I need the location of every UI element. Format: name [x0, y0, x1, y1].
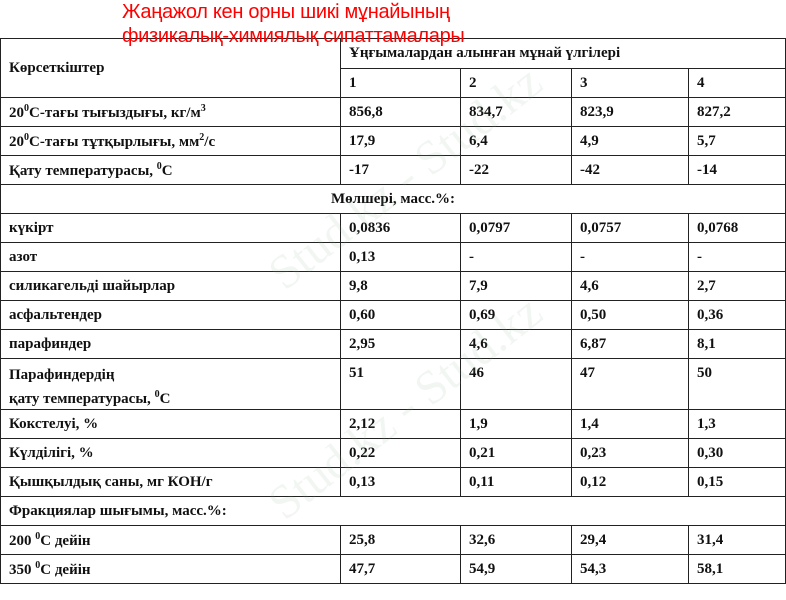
table-row: Парафиндердің қату температурасы, 0С 51 46… [0, 358, 786, 410]
cell: 51 [340, 358, 461, 410]
cell: - [460, 242, 572, 272]
section-header: Фракциялар шығымы, масс.%: [0, 496, 786, 526]
cell: -22 [460, 155, 572, 185]
cell: 0,69 [460, 300, 572, 330]
cell: 29,4 [571, 525, 689, 555]
cell: 7,9 [460, 271, 572, 301]
cell: 0,0768 [688, 213, 786, 243]
cell: 1,3 [688, 409, 786, 439]
cell: 31,4 [688, 525, 786, 555]
table-row: Күлділігі, % 0,22 0,21 0,23 0,30 [0, 438, 786, 468]
cell: 0,13 [340, 467, 461, 497]
header-samples: Ұңғымалардан алынған мұнай үлгілері [340, 38, 786, 69]
table-row: 200С-тағы тұтқырлығы, мм2/с 17,9 6,4 4,9 5,… [0, 126, 786, 156]
cell: 823,9 [571, 97, 689, 127]
slide-title: Жаңажол кен орны шикі мұнайының физикалы… [122, 0, 465, 48]
row-label: 200С-тағы тығыздығы, кг/м3 [0, 97, 341, 127]
table-row: 350 0С дейін 47,7 54,9 54,3 58,1 [0, 554, 786, 584]
header-indicators: Көрсеткіштер [0, 38, 341, 98]
table-row: Қату температурасы, 0С -17 -22 -42 -14 [0, 155, 786, 185]
row-label: силикагельді шайырлар [0, 271, 341, 301]
cell: 0,0757 [571, 213, 689, 243]
row-label: Күлділігі, % [0, 438, 341, 468]
cell: 17,9 [340, 126, 461, 156]
cell: 58,1 [688, 554, 786, 584]
cell: 54,9 [460, 554, 572, 584]
table-row: Қышқылдық саны, мг КОН/г 0,13 0,11 0,12 0,15 [0, 467, 786, 497]
title-line-1: Жаңажол кен орны шикі мұнайының [122, 1, 450, 23]
cell: 0,15 [688, 467, 786, 497]
row-label: 200 0С дейін [0, 525, 341, 555]
cell: - [688, 242, 786, 272]
cell: 9,8 [340, 271, 461, 301]
col-header: 4 [688, 68, 786, 98]
row-label: Қышқылдық саны, мг КОН/г [0, 467, 341, 497]
row-label: 350 0С дейін [0, 554, 341, 584]
cell: 0,36 [688, 300, 786, 330]
cell: 2,12 [340, 409, 461, 439]
row-label: парафиндер [0, 329, 341, 359]
cell: 25,8 [340, 525, 461, 555]
cell: 5,7 [688, 126, 786, 156]
row-label: Парафиндердің қату температурасы, 0С [0, 358, 341, 410]
cell: - [571, 242, 689, 272]
cell: 0,60 [340, 300, 461, 330]
cell: 4,9 [571, 126, 689, 156]
cell: 46 [460, 358, 572, 410]
row-label: азот [0, 242, 341, 272]
row-label: 200С-тағы тұтқырлығы, мм2/с [0, 126, 341, 156]
cell: 32,6 [460, 525, 572, 555]
cell: 2,95 [340, 329, 461, 359]
cell: -17 [340, 155, 461, 185]
col-header: 3 [571, 68, 689, 98]
cell: 47 [571, 358, 689, 410]
cell: 856,8 [340, 97, 461, 127]
cell: 50 [688, 358, 786, 410]
table-row: 200С-тағы тығыздығы, кг/м3 856,8 834,7 823… [0, 97, 786, 127]
cell: 0,13 [340, 242, 461, 272]
cell: 0,50 [571, 300, 689, 330]
table-row: 200 0С дейін 25,8 32,6 29,4 31,4 [0, 525, 786, 555]
cell: -14 [688, 155, 786, 185]
cell: 0,0797 [460, 213, 572, 243]
row-label: асфальтендер [0, 300, 341, 330]
section-header: Мөлшері, масс.%: [0, 184, 786, 214]
cell: 4,6 [460, 329, 572, 359]
cell: 6,87 [571, 329, 689, 359]
table-row: азот 0,13- - - [0, 242, 786, 272]
table-row: асфальтендер 0,60 0,69 0,50 0,36 [0, 300, 786, 330]
properties-table: Көрсеткіштер Ұңғымалардан алынған мұнай … [0, 38, 786, 584]
row-label: Кокстелуі, % [0, 409, 341, 439]
row-label: Қату температурасы, 0С [0, 155, 341, 185]
table-row: парафиндер 2,95 4,6 6,87 8,1 [0, 329, 786, 359]
col-header: 2 [460, 68, 572, 98]
cell: 1,9 [460, 409, 572, 439]
row-label: күкірт [0, 213, 341, 243]
cell: 47,7 [340, 554, 461, 584]
title-line-2: физикалық-химиялық сипаттамалары [122, 25, 465, 47]
cell: 4,6 [571, 271, 689, 301]
cell: 0,21 [460, 438, 572, 468]
cell: 54,3 [571, 554, 689, 584]
cell: 2,7 [688, 271, 786, 301]
cell: -42 [571, 155, 689, 185]
cell: 1,4 [571, 409, 689, 439]
cell: 0,30 [688, 438, 786, 468]
cell: 827,2 [688, 97, 786, 127]
cell: 834,7 [460, 97, 572, 127]
table-row: силикагельді шайырлар 9,8 7,9 4,6 2,7 [0, 271, 786, 301]
col-header: 1 [340, 68, 461, 98]
cell: 8,1 [688, 329, 786, 359]
table-row: күкірт 0,0836 0,0797 0,0757 0,0768 [0, 213, 786, 243]
cell: 6,4 [460, 126, 572, 156]
table-row: Кокстелуі, % 2,12 1,9 1,4 1,3 [0, 409, 786, 439]
cell: 0,22 [340, 438, 461, 468]
cell: 0,23 [571, 438, 689, 468]
cell: 0,11 [460, 467, 572, 497]
cell: 0,12 [571, 467, 689, 497]
cell: 0,0836 [340, 213, 461, 243]
